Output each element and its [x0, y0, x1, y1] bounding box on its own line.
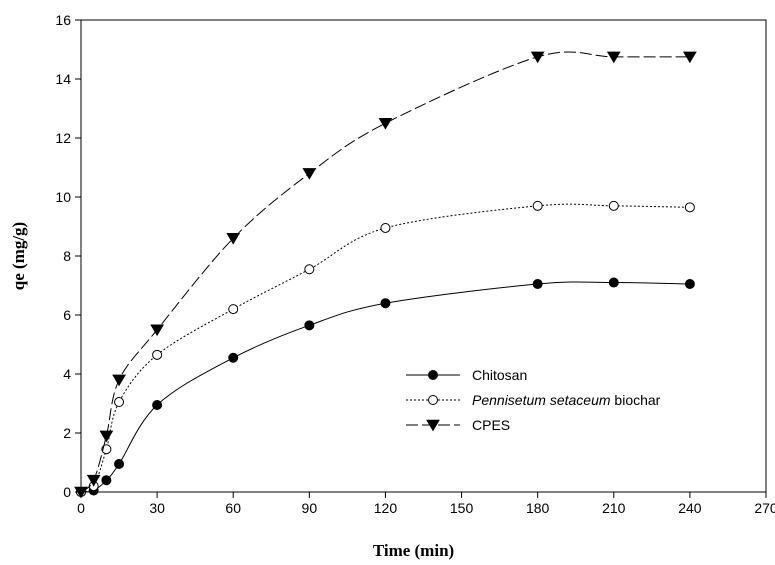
- series-line: [80, 203, 690, 493]
- legend-item: Chitosan: [406, 367, 527, 383]
- data-point: [99, 430, 114, 443]
- data-point: [86, 474, 101, 487]
- data-point: [101, 444, 112, 455]
- plot-frame: [80, 19, 767, 493]
- y-tick-label: 12: [55, 130, 71, 146]
- legend-label: Pennisetum setaceum biochar: [472, 392, 661, 408]
- y-tick-label: 6: [63, 307, 71, 323]
- legend: Chitosan Pennisetum setaceum biochar CPES: [406, 367, 661, 433]
- data-point: [378, 117, 393, 130]
- data-point: [530, 51, 545, 64]
- y-tick-label: 0: [63, 484, 71, 500]
- legend-item: Pennisetum setaceum biochar: [406, 392, 661, 408]
- data-point: [606, 51, 621, 64]
- y-tick-label: 16: [55, 12, 71, 28]
- legend-label: CPES: [472, 417, 510, 433]
- legend-label-part: CPES: [472, 417, 510, 433]
- y-tick-label: 10: [55, 189, 71, 205]
- x-tick-label: 240: [678, 500, 702, 516]
- data-point: [532, 279, 543, 290]
- data-point: [226, 233, 241, 245]
- data-point: [114, 458, 125, 469]
- series-0: [76, 277, 695, 497]
- y-tick-label: 8: [63, 248, 71, 264]
- axes: 0 30 60 90 120 150 180 210 240 270 0 2 4 6 8 10 12 14 16: [55, 12, 775, 516]
- data-point: [228, 352, 239, 363]
- x-tick-label: 210: [602, 500, 626, 516]
- data-point: [304, 320, 315, 331]
- data-point: [380, 222, 391, 233]
- data-point: [608, 277, 619, 288]
- x-tick-label: 30: [149, 500, 165, 516]
- x-tick-label: 270: [754, 500, 775, 516]
- data-point: [152, 349, 163, 360]
- x-tick-label: 120: [374, 500, 398, 516]
- x-tick-label: 150: [450, 500, 474, 516]
- data-point: [152, 399, 163, 410]
- series-2: [74, 51, 697, 499]
- legend-label-part: Pennisetum setaceum: [472, 392, 611, 408]
- legend-marker: [428, 370, 438, 380]
- data-point: [532, 200, 543, 211]
- data-point: [74, 486, 88, 499]
- data-point: [112, 374, 126, 387]
- y-tick-label: 4: [63, 366, 71, 382]
- y-tick-label: 2: [63, 425, 71, 441]
- y-axis-title: qe (mg/g): [9, 222, 28, 290]
- data-point: [684, 202, 695, 213]
- series-line: [80, 51, 690, 493]
- data-point: [380, 298, 391, 309]
- series-layer: [74, 51, 697, 499]
- legend-marker: [428, 395, 438, 405]
- legend-label-part: Chitosan: [472, 367, 527, 383]
- legend-item: CPES: [406, 417, 510, 433]
- legend-marker: [426, 419, 440, 432]
- x-tick-label: 60: [225, 500, 241, 516]
- data-point: [608, 200, 619, 211]
- y-tick-label: 14: [55, 71, 71, 87]
- x-tick-label: 0: [77, 500, 85, 516]
- x-tick-label: 90: [302, 500, 318, 516]
- x-axis-title: Time (min): [373, 541, 454, 560]
- legend-label: Chitosan: [472, 367, 527, 383]
- series-1: [76, 200, 695, 497]
- data-point: [228, 304, 239, 315]
- series-line: [80, 281, 690, 493]
- data-point: [101, 475, 112, 486]
- data-point: [304, 264, 315, 275]
- data-point: [684, 279, 695, 290]
- legend-label-part: biochar: [611, 392, 661, 408]
- data-point: [114, 397, 125, 408]
- data-point: [683, 51, 697, 64]
- data-point: [150, 324, 164, 337]
- data-point: [302, 168, 317, 180]
- x-tick-label: 180: [526, 500, 550, 516]
